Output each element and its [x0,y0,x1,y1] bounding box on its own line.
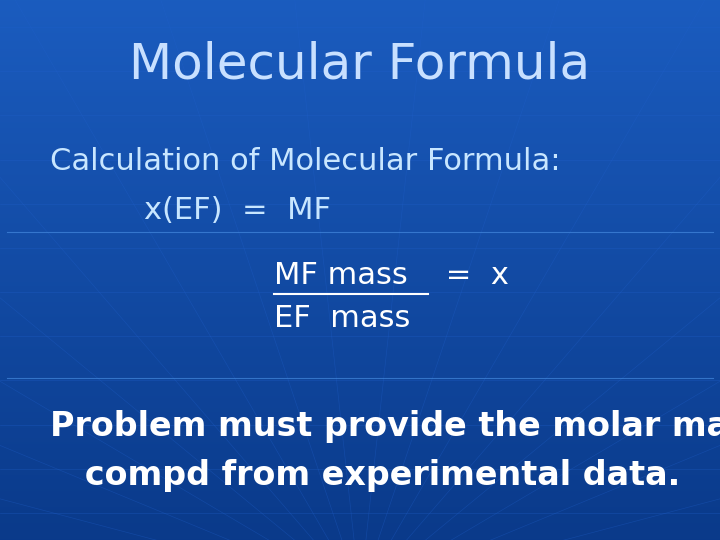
Text: =  x: = x [436,261,508,290]
Text: x(EF)  =  MF: x(EF) = MF [144,196,331,225]
Text: MF mass: MF mass [274,261,408,290]
Text: Problem must provide the molar mass of the: Problem must provide the molar mass of t… [50,410,720,443]
Text: Molecular Formula: Molecular Formula [130,41,590,89]
Text: compd from experimental data.: compd from experimental data. [50,458,680,492]
Text: EF  mass: EF mass [274,304,410,333]
Text: Calculation of Molecular Formula:: Calculation of Molecular Formula: [50,147,561,177]
